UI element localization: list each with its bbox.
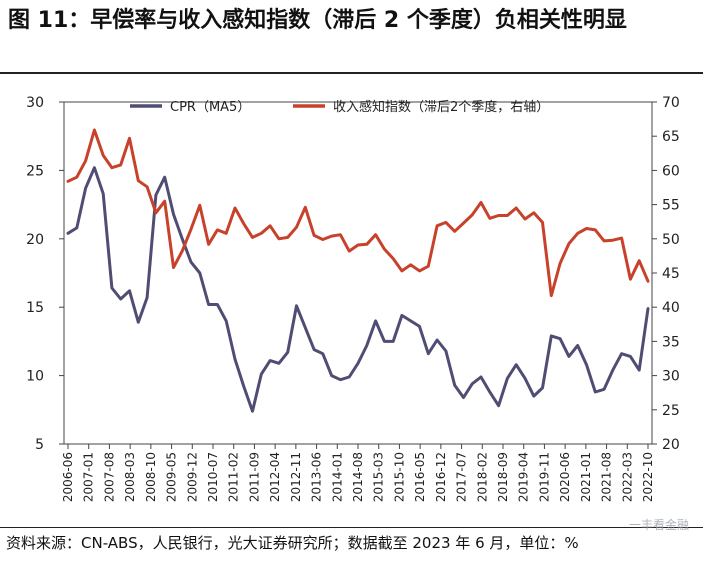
x-tick-label: 2015-10 xyxy=(392,452,406,502)
left-tick-label: 15 xyxy=(26,300,44,316)
left-tick-label: 20 xyxy=(26,232,44,248)
x-tick-label: 2022-03 xyxy=(620,452,634,502)
x-tick-label: 2020-06 xyxy=(558,452,572,502)
x-tick-label: 2010-07 xyxy=(206,452,220,502)
x-tick-label: 2014-08 xyxy=(351,452,365,502)
left-tick-label: 5 xyxy=(35,437,44,453)
x-tick-label: 2011-02 xyxy=(227,452,241,502)
source-note: 资料来源：CN-ABS，人民银行，光大证券研究所；数据截至 2023 年 6 月… xyxy=(6,534,579,552)
right-tick-label: 30 xyxy=(662,369,680,385)
x-tick-label: 2008-03 xyxy=(123,452,137,502)
x-tick-label: 2019-04 xyxy=(517,452,531,502)
x-tick-label: 2007-08 xyxy=(102,452,116,502)
right-tick-label: 65 xyxy=(662,129,680,145)
series-line-income xyxy=(66,128,650,298)
x-axis-ticks: 2006-06 2007-01 2007-08 2008-03 2008-10 2009-… xyxy=(61,444,655,502)
x-tick-label: 2014-01 xyxy=(330,452,344,502)
x-tick-label: 2021-01 xyxy=(579,452,593,502)
x-tick-label: 2012-04 xyxy=(268,452,282,502)
x-tick-label: 2021-08 xyxy=(600,452,614,502)
legend-label-cpr: CPR（MA5） xyxy=(170,100,250,115)
x-tick-label: 2011-09 xyxy=(247,452,261,502)
right-tick-label: 25 xyxy=(662,403,680,419)
series-lines xyxy=(66,128,650,413)
x-tick-label: 2008-10 xyxy=(144,452,158,502)
x-tick-label: 2009-12 xyxy=(185,452,199,502)
x-tick-label: 2015-03 xyxy=(372,452,386,502)
right-tick-label: 40 xyxy=(662,300,680,316)
right-tick-label: 45 xyxy=(662,266,680,282)
x-tick-label: 2017-07 xyxy=(455,452,469,502)
x-tick-label: 2012-11 xyxy=(289,452,303,502)
left-tick-label: 25 xyxy=(26,163,44,179)
legend: CPR（MA5） 收入感知指数（滞后2个季度，右轴） xyxy=(130,99,549,115)
x-tick-label: 2022-10 xyxy=(641,452,655,502)
series-line-cpr xyxy=(66,166,650,413)
x-tick-label: 2019-11 xyxy=(537,452,551,502)
line-chart: 5 10 15 20 25 30 20 25 30 35 40 45 50 55 60 65 70 2006-… xyxy=(26,95,680,502)
footer-divider xyxy=(0,527,703,528)
right-tick-label: 55 xyxy=(662,198,680,214)
legend-label-income: 收入感知指数（滞后2个季度，右轴） xyxy=(333,99,549,115)
left-tick-label: 10 xyxy=(26,369,44,385)
chart-title: 图 11：早偿率与收入感知指数（滞后 2 个季度）负相关性明显 xyxy=(8,8,627,33)
title-divider xyxy=(0,72,703,74)
left-tick-label: 30 xyxy=(26,95,44,111)
right-tick-label: 50 xyxy=(662,232,680,248)
watermark-text: 一丰看金融 xyxy=(628,518,689,532)
x-tick-label: 2018-02 xyxy=(475,452,489,502)
x-tick-label: 2016-05 xyxy=(413,452,427,502)
x-tick-label: 2013-06 xyxy=(310,452,324,502)
x-tick-label: 2016-12 xyxy=(434,452,448,502)
right-tick-label: 70 xyxy=(662,95,680,111)
x-tick-label: 2006-06 xyxy=(61,452,75,502)
x-tick-label: 2009-05 xyxy=(165,452,179,502)
right-tick-label: 20 xyxy=(662,437,680,453)
x-tick-label: 2018-09 xyxy=(496,452,510,502)
plot-frame xyxy=(63,101,653,445)
right-tick-label: 60 xyxy=(662,163,680,179)
right-axis-ticks: 20 25 30 35 40 45 50 55 60 65 70 xyxy=(652,95,680,453)
right-tick-label: 35 xyxy=(662,334,680,350)
left-axis-ticks: 5 10 15 20 25 30 xyxy=(26,95,64,453)
x-tick-label: 2007-01 xyxy=(82,452,96,502)
